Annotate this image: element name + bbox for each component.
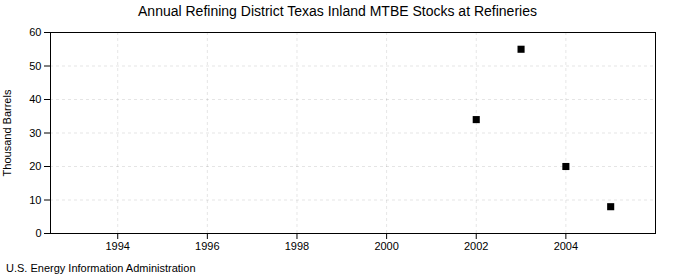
- svg-text:1998: 1998: [285, 240, 309, 252]
- svg-text:0: 0: [35, 227, 41, 239]
- svg-text:50: 50: [29, 60, 41, 72]
- svg-text:2004: 2004: [554, 240, 578, 252]
- html-text:Annual Refining District Texas: Annual Refining District Texas Inland MT…: [138, 3, 537, 19]
- html-text:U.S. Energy Information Admini: U.S. Energy Information Administration: [6, 262, 196, 274]
- svg-text:1996: 1996: [195, 240, 219, 252]
- svg-text:10: 10: [29, 194, 41, 206]
- svg-text:2002: 2002: [464, 240, 488, 252]
- svg-text:2000: 2000: [374, 240, 398, 252]
- svg-text:20: 20: [29, 160, 41, 172]
- svg-text:Thousand Barrels: Thousand Barrels: [1, 89, 13, 176]
- svg-text:60: 60: [29, 26, 41, 38]
- svg-text:1994: 1994: [105, 240, 129, 252]
- svg-text:30: 30: [29, 127, 41, 139]
- svg-text:40: 40: [29, 93, 41, 105]
